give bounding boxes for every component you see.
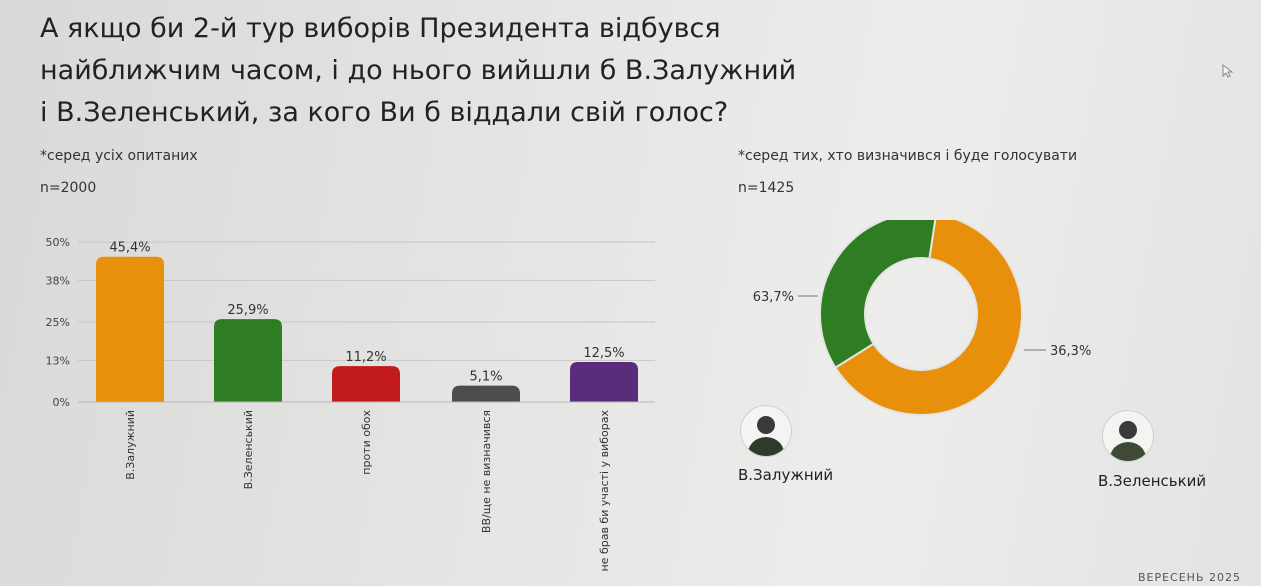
title-line-3: і В.Зеленський, за кого Ви б віддали сві… <box>40 97 729 128</box>
slice-value-label: 36,3% <box>1050 344 1091 359</box>
person-zelenskyi-icon <box>1102 410 1154 462</box>
slice-value-label: 63,7% <box>753 290 794 305</box>
left-sample-note: *серед усіх опитаних <box>40 148 198 164</box>
title-line-2: найближчим часом, і до нього вийшли б В.… <box>40 55 797 86</box>
bar <box>452 385 520 402</box>
candidate-zelenskyi-name: В.Зеленський <box>1098 472 1207 490</box>
right-sample-note: *серед тих, хто визначився і буде голосу… <box>738 148 1078 164</box>
mouse-cursor-icon <box>1222 64 1234 78</box>
candidate-zaluzhnyi-name: В.Залужний <box>738 466 834 484</box>
category-label: ВВ/ще не визначився <box>480 410 493 533</box>
bar <box>332 366 400 402</box>
bar <box>214 319 282 402</box>
y-tick-label: 25% <box>46 316 70 329</box>
y-tick-label: 0% <box>53 396 70 409</box>
title-line-1: А якщо би 2-й тур виборів Президента від… <box>40 13 721 44</box>
donut-chart: 63,7% 36,3% <box>753 220 1091 416</box>
left-sample-size: n=2000 <box>40 180 97 196</box>
bar <box>96 256 164 402</box>
y-tick-label: 13% <box>46 354 70 367</box>
page-title: А якщо би 2-й тур виборів Президента від… <box>40 8 1000 134</box>
bar <box>570 362 638 402</box>
bar-value-label: 11,2% <box>345 350 386 365</box>
donut-slice <box>819 220 937 370</box>
category-label: не брав би участі у виборах <box>598 410 611 572</box>
y-tick-label: 38% <box>46 274 70 287</box>
person-zaluzhnyi-icon <box>740 405 792 457</box>
bar-value-label: 45,4% <box>109 241 150 256</box>
category-label: В.Залужний <box>124 410 137 480</box>
survey-date: ВЕРЕСЕНЬ 2025 <box>1137 571 1241 584</box>
category-label: В.Зеленський <box>242 410 255 489</box>
donut-slice <box>834 220 1023 416</box>
bar-value-label: 25,9% <box>227 303 268 318</box>
y-tick-label: 50% <box>46 236 70 249</box>
bar-value-label: 12,5% <box>583 346 624 361</box>
right-sample-size: n=1425 <box>738 180 795 196</box>
bar-chart: 0% 13% 25% 38% 50% 45,4% В.Залужний 25,9% В.Зеле… <box>46 236 655 572</box>
category-label: проти обох <box>360 410 373 475</box>
bar-value-label: 5,1% <box>469 370 502 385</box>
